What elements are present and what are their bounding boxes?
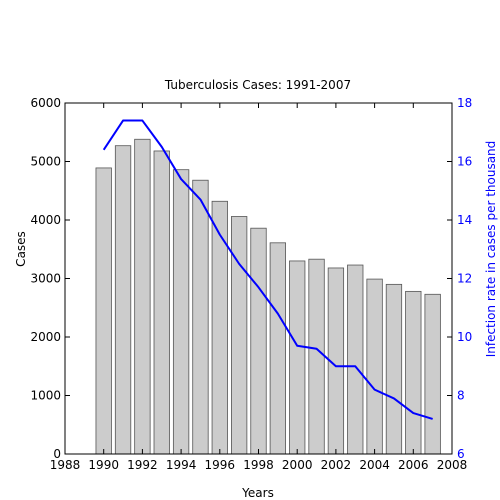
- bar: [114, 145, 132, 455]
- bar: [366, 278, 383, 455]
- y-axis-label-left: Cases: [14, 231, 28, 267]
- bar: [250, 227, 267, 455]
- y-axis-label-right: Infection rate in cases per thousand: [484, 141, 498, 358]
- bar: [289, 260, 306, 455]
- x-tick-label: 1998: [243, 458, 274, 472]
- bar: [405, 290, 422, 455]
- y-tick-label-left: 2000: [30, 330, 61, 344]
- y-axis-left: 0 1000 2000 3000 4000 5000 6000: [30, 96, 70, 461]
- bar: [308, 258, 325, 455]
- y-tick-label-right: 8: [457, 389, 465, 403]
- bar: [385, 283, 403, 455]
- y-tick-label-right: 16: [457, 155, 472, 169]
- bar: [153, 150, 170, 455]
- infection-rate-line: [102, 119, 433, 420]
- y-tick-label-right: 18: [457, 96, 472, 110]
- bar: [231, 216, 248, 455]
- x-tick-label: 2006: [398, 458, 429, 472]
- x-tick-label: 2000: [282, 458, 313, 472]
- x-tick-label: 1994: [166, 458, 197, 472]
- y-tick-label-left: 3000: [30, 272, 61, 286]
- x-tick-label: 2004: [359, 458, 390, 472]
- x-tick-label: 1990: [88, 458, 119, 472]
- y-axis-right: 6 8 10 12 14 16 18: [447, 96, 472, 461]
- x-axis: 1988 1990 1992 1994 1996 1998 2000 2002 2004 2006…: [50, 103, 468, 472]
- bar: [95, 167, 112, 455]
- bar-group: [95, 138, 441, 455]
- y-tick-label-right: 12: [457, 272, 472, 286]
- line-group: [102, 119, 433, 420]
- x-tick-label: 2008: [437, 458, 468, 472]
- x-tick-label: 1988: [50, 458, 81, 472]
- y-tick-label-right: 14: [457, 213, 472, 227]
- y-tick-label-left: 4000: [30, 213, 61, 227]
- bar: [134, 138, 151, 455]
- x-tick-label: 1996: [205, 458, 236, 472]
- x-tick-label: 1992: [127, 458, 158, 472]
- bar: [269, 242, 286, 455]
- y-tick-label-right: 6: [457, 447, 465, 461]
- bar: [347, 264, 364, 455]
- bar: [211, 200, 228, 455]
- y-tick-label-left: 0: [53, 447, 61, 461]
- bar: [424, 293, 441, 455]
- y-tick-label-left: 5000: [30, 155, 61, 169]
- x-axis-label: Years: [241, 486, 274, 500]
- x-tick-label: 2002: [321, 458, 352, 472]
- chart-title: Tuberculosis Cases: 1991-2007: [164, 78, 351, 92]
- bar: [192, 179, 209, 455]
- y-tick-label-left: 1000: [30, 389, 61, 403]
- bar: [172, 169, 190, 455]
- y-tick-label-left: 6000: [30, 96, 61, 110]
- y-tick-label-right: 10: [457, 330, 472, 344]
